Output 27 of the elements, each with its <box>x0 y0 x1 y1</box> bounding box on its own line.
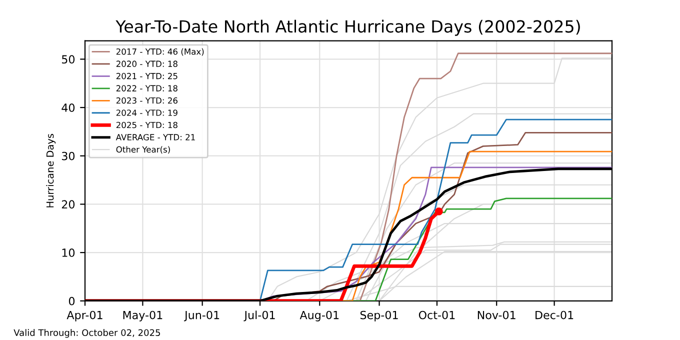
y-tick-label: 20 <box>62 200 75 209</box>
y-tick-label: 10 <box>62 248 75 257</box>
x-tick-label: Aug-01 <box>300 310 339 322</box>
legend-label: 2017 - YTD: 46 (Max) <box>116 48 204 56</box>
legend-label: AVERAGE - YTD: 21 <box>116 134 195 140</box>
chart-title: Year-To-Date North Atlantic Hurricane Days (2002-2025) <box>116 20 580 36</box>
y-tick-label: 30 <box>62 152 75 160</box>
x-tick-label: Jul-01 <box>244 310 275 322</box>
y-tick-label: 40 <box>62 103 75 112</box>
legend-label: Other Year(s) <box>116 146 170 154</box>
legend-label: 2022 - YTD: 18 <box>116 85 178 92</box>
y-axis-title: Hurricane Days <box>46 134 56 208</box>
legend-label: 2021 - YTD: 25 <box>116 72 178 80</box>
y-tick-label: 50 <box>62 55 75 64</box>
legend-label: 2020 - YTD: 18 <box>116 60 178 67</box>
legend-label: 2023 - YTD: 26 <box>116 97 178 104</box>
text: Valid Through: October 02, 2025 <box>14 329 160 338</box>
x-tick-label: Nov-01 <box>478 310 516 320</box>
legend-label: 2025 - YTD: 18 <box>116 122 178 128</box>
legend-label: 2024 - YTD: 19 <box>116 110 178 116</box>
x-tick-label: Apr-01 <box>66 310 102 322</box>
x-tick-label: Sep-01 <box>360 310 398 322</box>
x-tick-label: Oct-01 <box>418 310 455 320</box>
x-tick-label: Jun-01 <box>184 310 220 322</box>
y-tick-label: 0 <box>68 296 75 306</box>
x-tick-label: Dec-01 <box>536 310 574 320</box>
x-tick-label: May-01 <box>123 310 162 322</box>
